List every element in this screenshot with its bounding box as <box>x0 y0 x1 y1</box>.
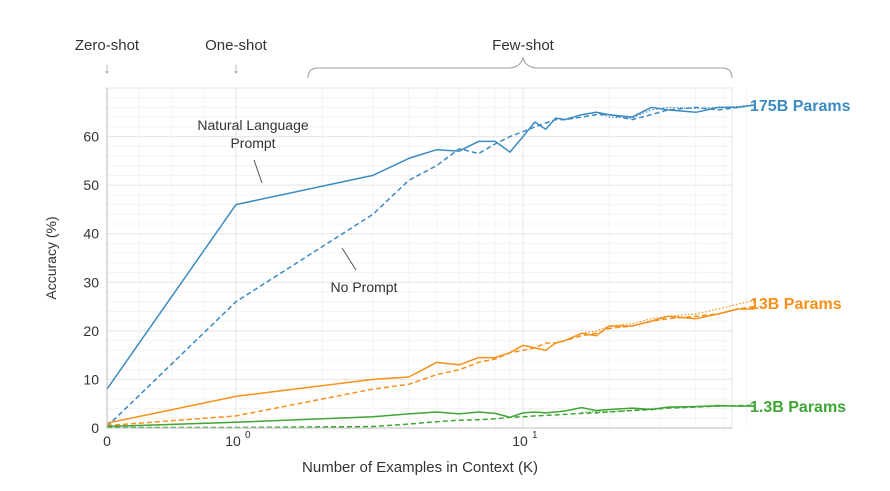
grid <box>107 87 747 429</box>
plot-area-frame <box>106 87 733 429</box>
y-tick-label: 0 <box>91 420 99 436</box>
one-shot-label: One-shot <box>205 37 268 54</box>
one-shot-arrow-icon: ↓ <box>232 60 240 77</box>
y-tick-label: 20 <box>83 323 99 339</box>
y-tick-label: 40 <box>83 226 99 242</box>
series-line-1-solid <box>106 308 755 424</box>
y-ticks: 0 10 20 30 40 50 60 <box>83 129 99 436</box>
series-line-0-solid <box>106 104 755 390</box>
x-ticks: 0 10 0 10 1 <box>103 430 538 449</box>
no-prompt-pointer <box>341 247 357 271</box>
x-tick-label: 10 <box>512 433 528 449</box>
model-label-175b: 175B Params <box>750 98 851 115</box>
y-tick-label: 30 <box>83 274 99 290</box>
series-line-1-dashed <box>106 305 755 427</box>
y-axis-label: Accuracy (%) <box>43 216 59 299</box>
series-line-2-dashed <box>107 404 755 429</box>
nl-prompt-pointer <box>253 159 263 184</box>
y-tick-label: 50 <box>83 177 99 193</box>
axes <box>106 88 732 429</box>
few-shot-brace <box>307 56 733 79</box>
series-layer <box>106 104 755 429</box>
x-tick-exponent: 1 <box>532 430 538 441</box>
y-tick-label: 10 <box>83 371 99 387</box>
x-tick-label: 10 <box>225 433 241 449</box>
series-line-0-dotted <box>581 104 755 119</box>
model-label-1-3b: 1.3B Params <box>750 399 846 416</box>
nl-prompt-annotation-line2: Prompt <box>230 135 275 151</box>
x-tick-label: 0 <box>103 433 111 449</box>
zero-shot-label: Zero-shot <box>75 37 140 54</box>
no-prompt-annotation: No Prompt <box>331 279 398 295</box>
few-shot-label: Few-shot <box>492 37 555 54</box>
y-tick-label: 60 <box>83 129 99 145</box>
x-tick-exponent: 0 <box>245 430 251 441</box>
x-axis-label: Number of Examples in Context (K) <box>302 459 538 476</box>
nl-prompt-annotation-line1: Natural Language <box>197 117 309 133</box>
series-line-2-dotted <box>581 404 755 414</box>
series-line-1-dotted <box>581 300 755 334</box>
model-label-13b: 13B Params <box>750 296 842 313</box>
series-line-0-dashed <box>106 104 755 428</box>
zero-shot-arrow-icon: ↓ <box>103 60 111 77</box>
